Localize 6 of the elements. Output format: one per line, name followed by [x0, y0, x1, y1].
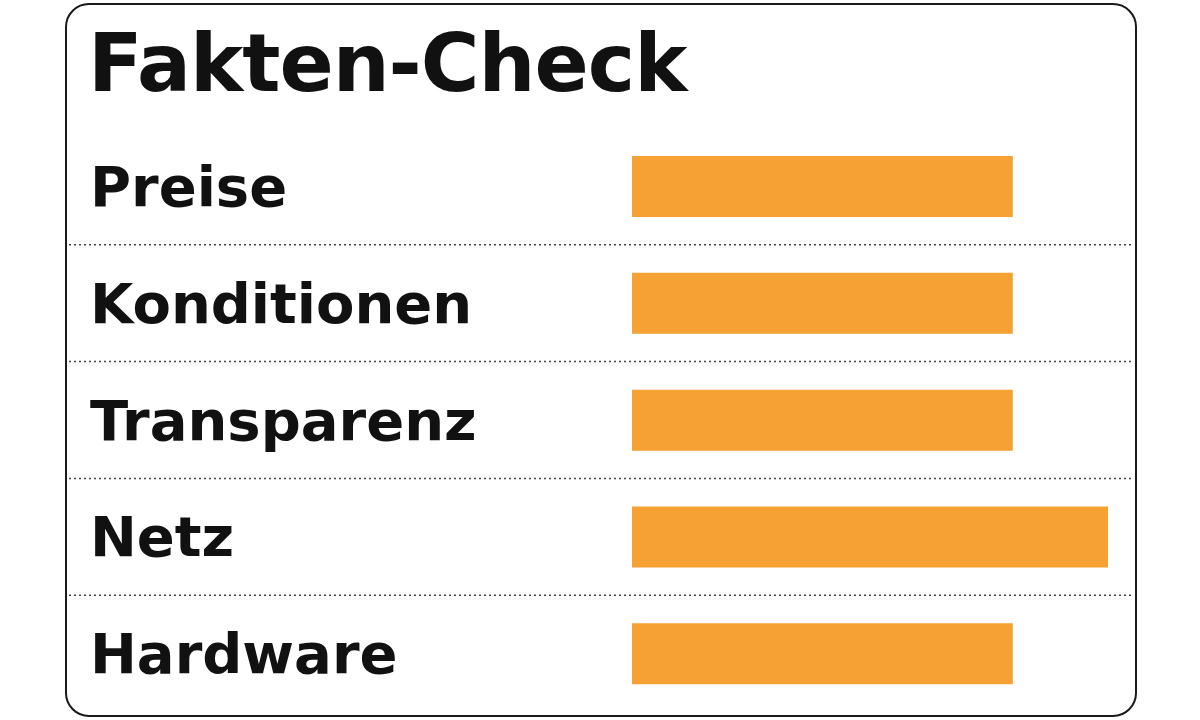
y-tick-label: Transparenz: [90, 387, 477, 453]
y-tick-label: Preise: [90, 153, 288, 219]
chart-title: Fakten-Check: [88, 17, 687, 110]
y-tick-label: Hardware: [90, 621, 398, 687]
y-tick-label: Netz: [90, 504, 235, 570]
y-tick-label: Konditionen: [90, 270, 473, 336]
